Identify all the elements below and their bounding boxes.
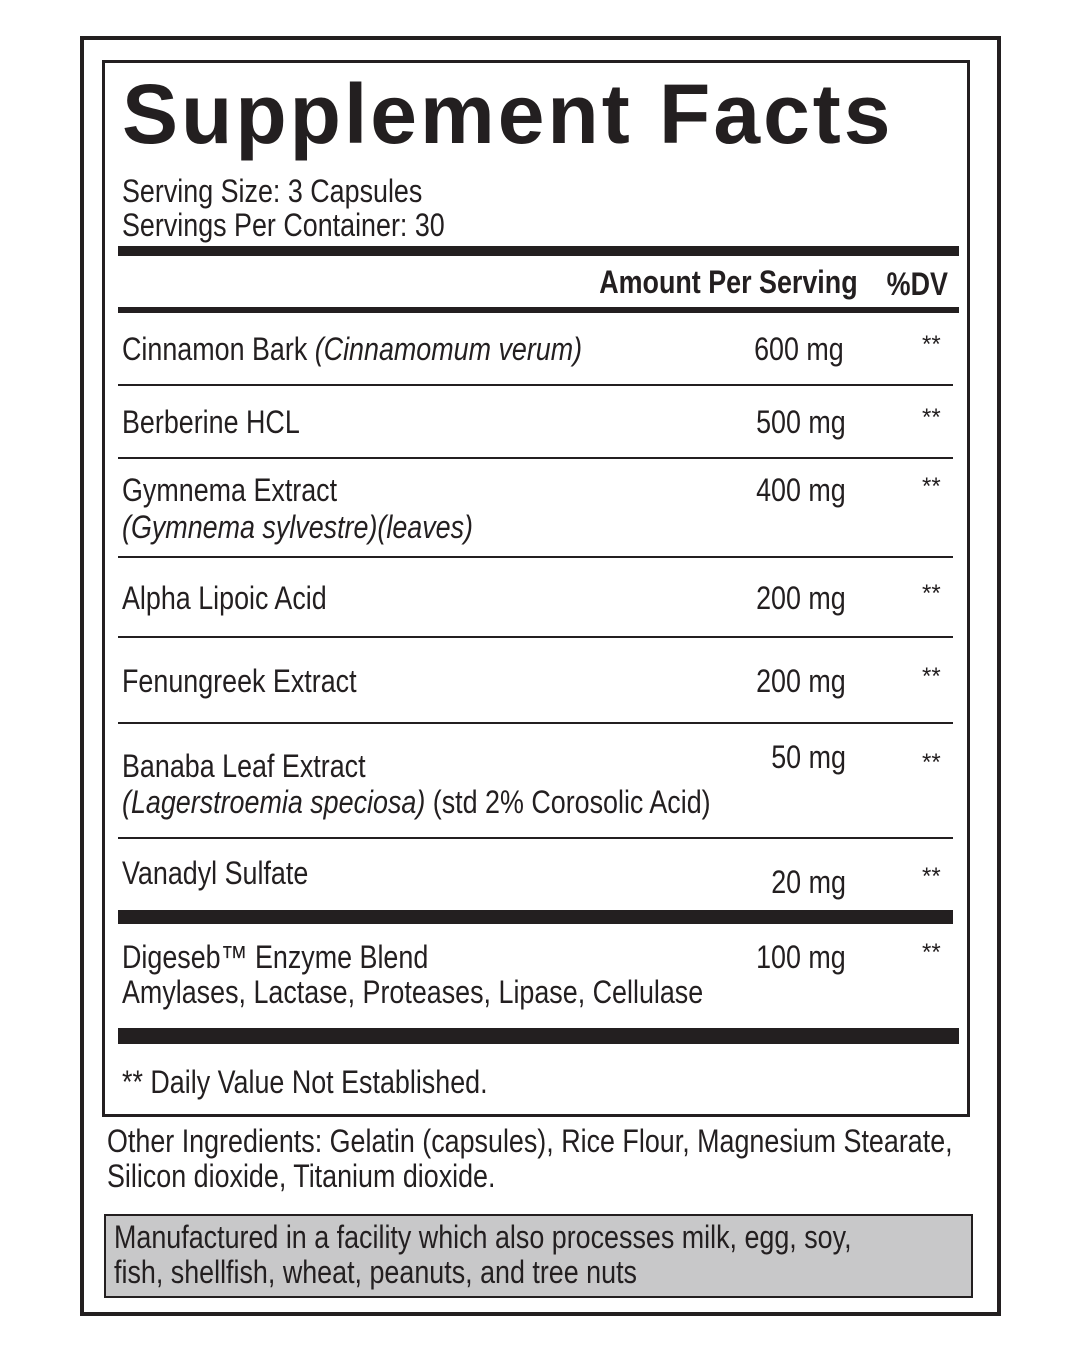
divider-medium	[118, 307, 959, 313]
allergen-line: Manufactured in a facility which also pr…	[114, 1219, 852, 1255]
dv-header: %DV	[886, 266, 948, 302]
row-divider	[118, 722, 953, 724]
ingredient-amount: 400 mg	[756, 472, 846, 508]
row-divider	[118, 837, 953, 839]
row-divider	[118, 384, 953, 386]
ingredient-name: Cinnamon Bark (Cinnamomum verum)	[122, 331, 583, 367]
other-ingredients-line: Other Ingredients: Gelatin (capsules), R…	[107, 1123, 953, 1159]
ingredient-dv: **	[922, 473, 941, 500]
row-divider	[118, 636, 953, 638]
facts-panel-border	[102, 60, 970, 1117]
ingredient-dv: **	[922, 939, 941, 966]
footnote: ** Daily Value Not Established.	[122, 1064, 488, 1100]
ingredient-amount: 20 mg	[771, 864, 846, 900]
allergen-line: fish, shellfish, wheat, peanuts, and tre…	[114, 1254, 637, 1290]
ingredient-dv: **	[922, 331, 941, 358]
ingredient-dv: **	[922, 863, 941, 890]
ingredient-dv: **	[922, 663, 941, 690]
divider-thick	[118, 910, 953, 924]
ingredient-amount: 200 mg	[756, 663, 846, 699]
ingredient-amount: 600 mg	[754, 331, 844, 367]
other-ingredients-line: Silicon dioxide, Titanium dioxide.	[107, 1158, 496, 1194]
ingredient-name: Alpha Lipoic Acid	[122, 580, 327, 616]
divider-thick	[118, 246, 959, 256]
ingredient-latin: (Gymnema sylvestre)(leaves)	[122, 509, 474, 545]
row-divider	[118, 556, 953, 558]
ingredient-name: Vanadyl Sulfate	[122, 855, 309, 891]
ingredient-sub: Amylases, Lactase, Proteases, Lipase, Ce…	[122, 974, 704, 1010]
ingredient-amount: 200 mg	[756, 580, 846, 616]
ingredient-amount: 100 mg	[756, 939, 846, 975]
ingredient-name: Banaba Leaf Extract	[122, 748, 366, 784]
divider-thick	[118, 1028, 959, 1044]
label-outer-border	[80, 36, 1001, 1316]
ingredient-name: Digeseb™ Enzyme Blend	[122, 939, 429, 975]
ingredient-name: Fenungreek Extract	[122, 663, 357, 699]
servings-per-container: Servings Per Container: 30	[122, 207, 445, 243]
serving-size: Serving Size: 3 Capsules	[122, 173, 423, 209]
ingredient-dv: **	[922, 404, 941, 431]
ingredient-amount: 50 mg	[771, 739, 846, 775]
row-divider	[118, 457, 953, 459]
allergen-statement-box	[104, 1214, 973, 1298]
ingredient-latin: (Lagerstroemia speciosa) (std 2% Corosol…	[122, 784, 711, 820]
amount-header: Amount Per Serving	[599, 264, 858, 300]
ingredient-name: Berberine HCL	[122, 404, 300, 440]
ingredient-amount: 500 mg	[756, 404, 846, 440]
ingredient-name: Gymnema Extract	[122, 472, 338, 508]
ingredient-dv: **	[922, 749, 941, 776]
page-title: Supplement Facts	[122, 67, 894, 161]
ingredient-dv: **	[922, 580, 941, 607]
